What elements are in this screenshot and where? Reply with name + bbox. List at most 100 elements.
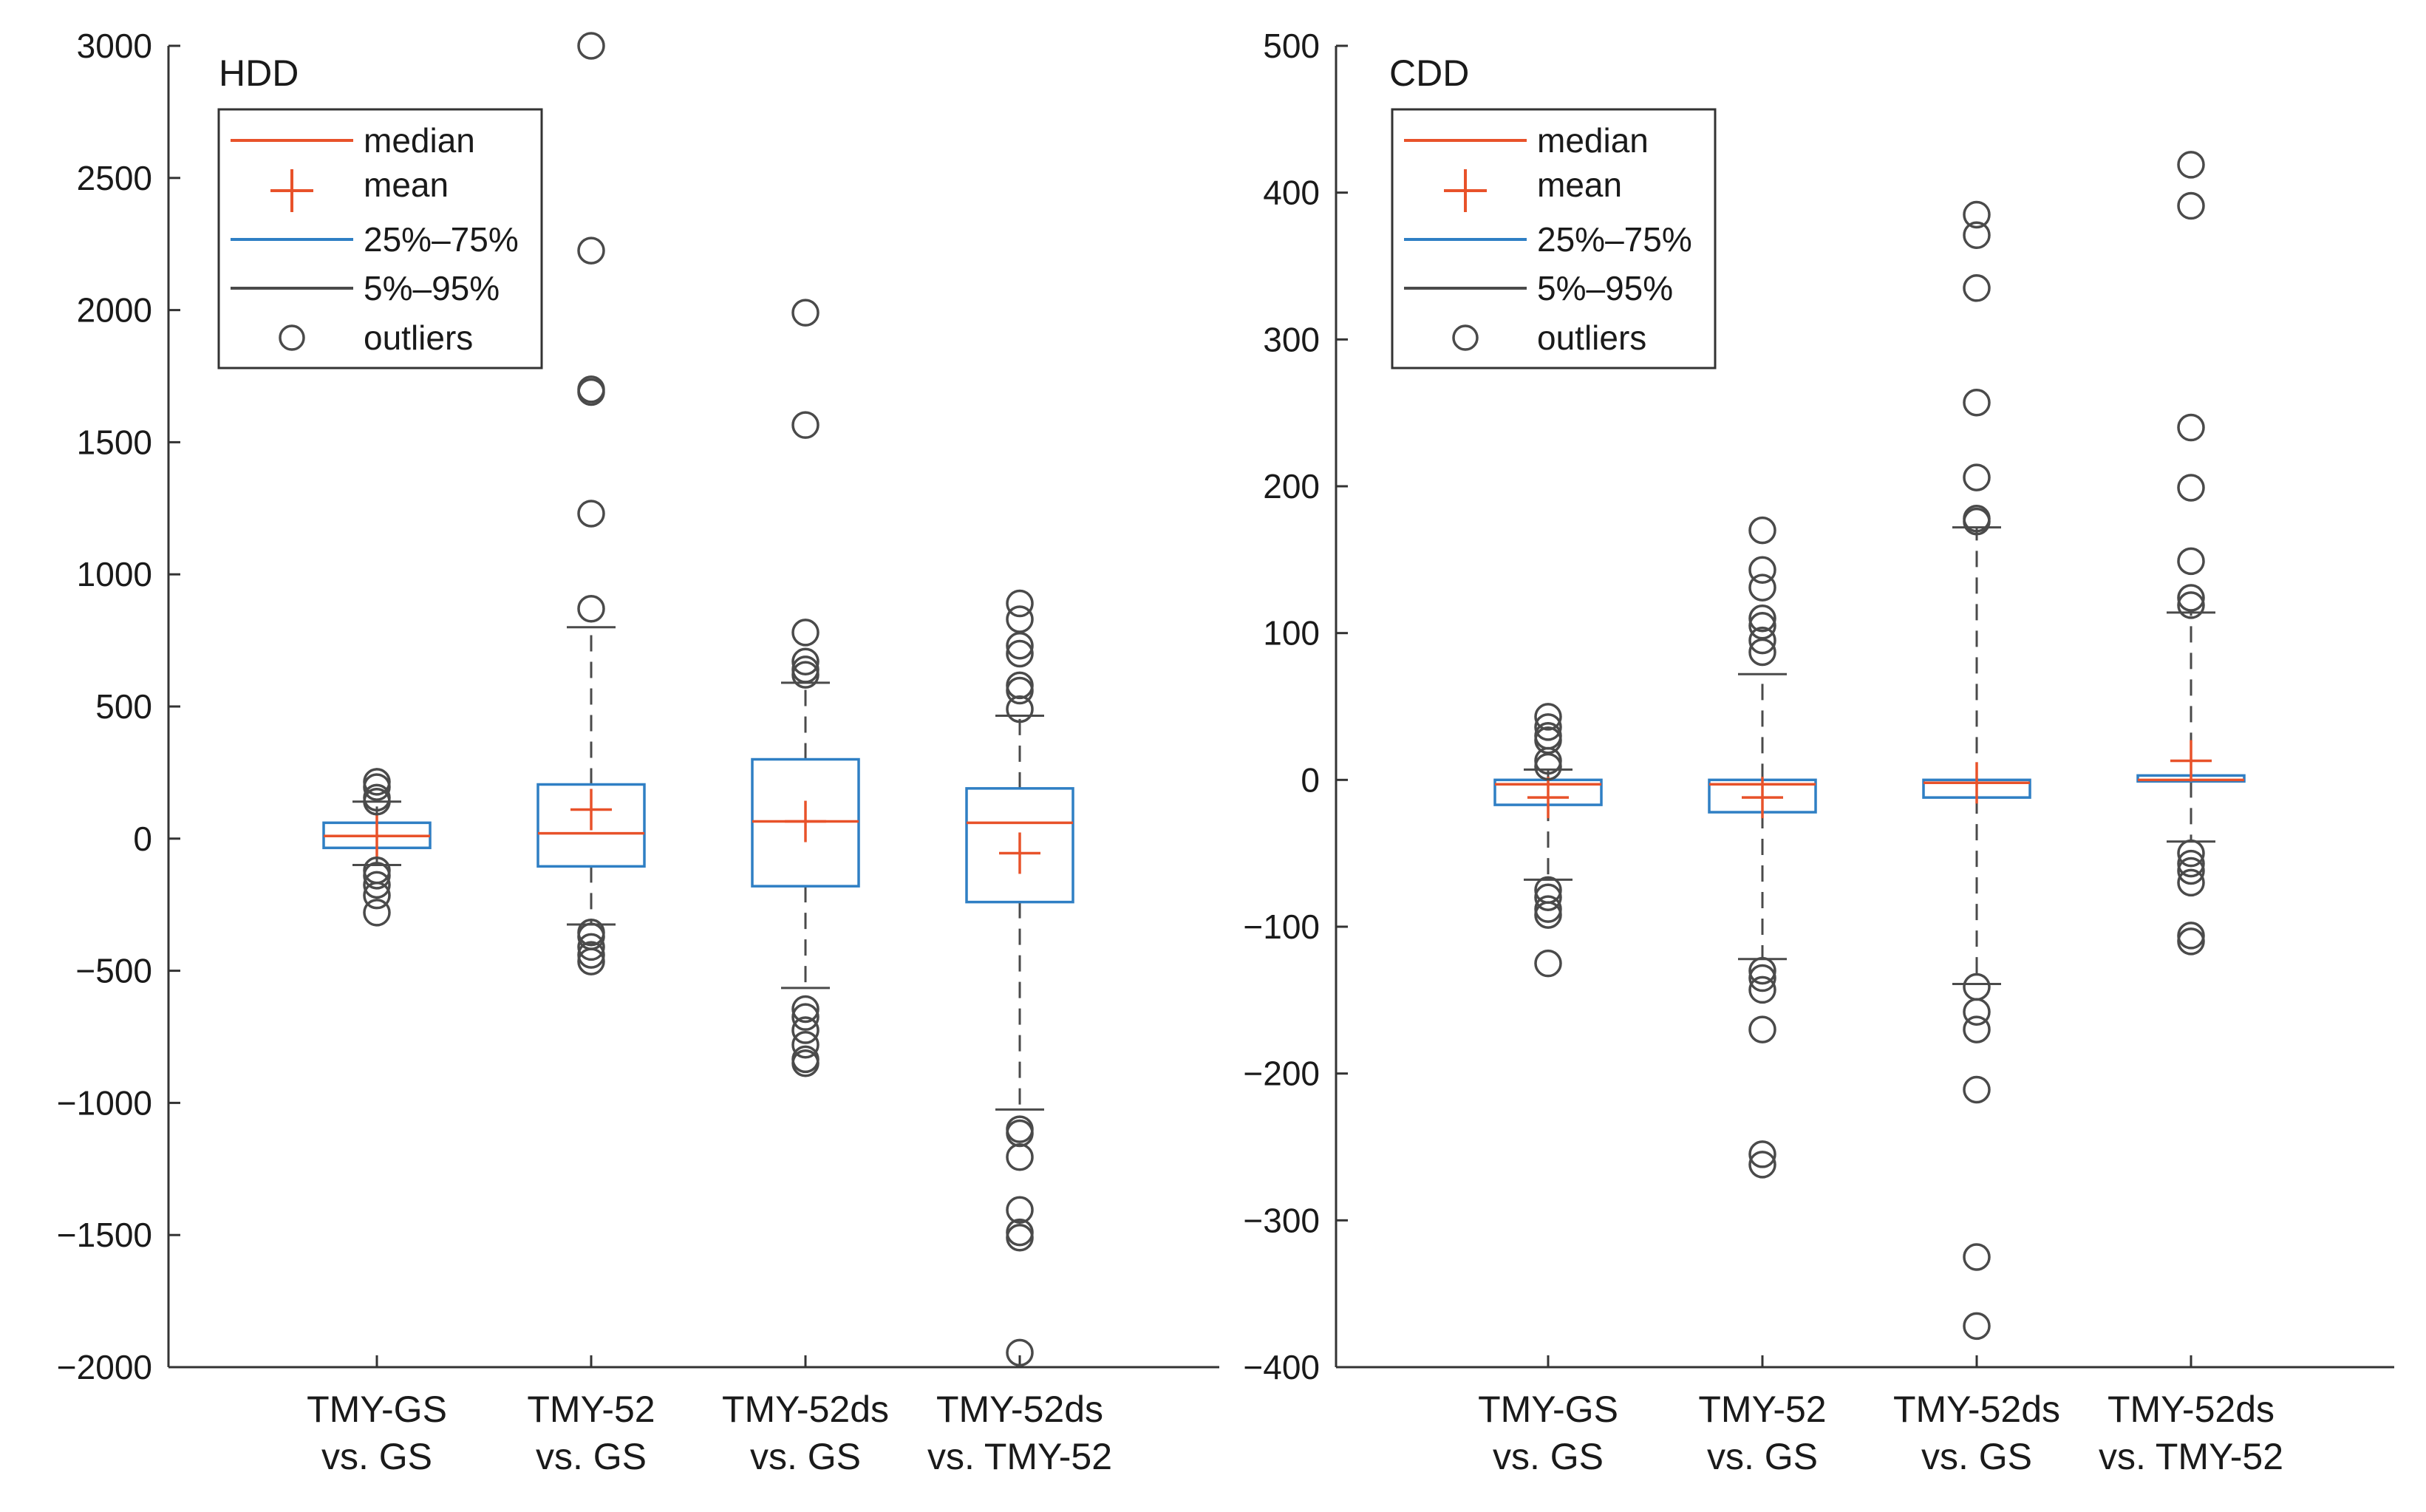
y-tick-label: 1000 bbox=[77, 555, 152, 593]
y-tick-label: 1500 bbox=[77, 423, 152, 461]
x-category-label-line2: vs. GS bbox=[536, 1436, 647, 1477]
legend-mean-label: mean bbox=[1537, 166, 1622, 204]
hdd-panel-title: HDD bbox=[219, 52, 299, 94]
x-category-label-line1: TMY-52 bbox=[1698, 1389, 1826, 1430]
outlier-point bbox=[1534, 895, 1562, 923]
y-tick-label: 500 bbox=[1263, 27, 1320, 65]
y-tick-label: 0 bbox=[1301, 760, 1320, 799]
legend-outliers-label: outliers bbox=[364, 319, 473, 357]
y-tick-label: −500 bbox=[75, 952, 152, 990]
outlier-point bbox=[2177, 922, 2205, 950]
cdd-marks: 500 400 300 200 100 0 −100 −200 −300 −400 TMY-GS vs… bbox=[1243, 27, 2394, 1477]
outlier-point bbox=[2177, 927, 2205, 956]
y-tick-label: −1500 bbox=[57, 1216, 152, 1254]
y-tick-label: 2000 bbox=[77, 291, 152, 330]
outlier-point bbox=[577, 933, 605, 961]
x-category-label-line1: TMY-GS bbox=[307, 1389, 447, 1430]
outlier-point bbox=[1006, 632, 1034, 660]
outlier-point bbox=[791, 1016, 820, 1044]
y-tick-label: 2500 bbox=[77, 159, 152, 197]
outlier-point bbox=[1006, 639, 1034, 668]
cdd-panel-title: CDD bbox=[1389, 52, 1469, 94]
outlier-point bbox=[1748, 605, 1776, 633]
outlier-point bbox=[1534, 752, 1562, 781]
outlier-point bbox=[1534, 703, 1562, 731]
legend-median-label: median bbox=[1537, 121, 1649, 160]
y-tick-label: −2000 bbox=[57, 1348, 152, 1386]
outlier-point bbox=[1748, 573, 1776, 602]
x-category-label-line1: TMY-52ds bbox=[936, 1389, 1103, 1430]
outlier-point bbox=[2177, 591, 2205, 619]
outlier-point bbox=[1963, 1075, 1991, 1104]
outlier-point bbox=[1963, 507, 1991, 536]
outlier-point bbox=[1748, 964, 1776, 992]
outlier-point bbox=[791, 647, 820, 675]
outlier-point bbox=[791, 619, 820, 647]
legend-mean-label: mean bbox=[364, 166, 449, 204]
outlier-point bbox=[1748, 1140, 1776, 1168]
outlier-point bbox=[1006, 695, 1034, 723]
y-tick-label: 3000 bbox=[77, 27, 152, 65]
outlier-point bbox=[577, 500, 605, 528]
outlier-point bbox=[1534, 883, 1562, 912]
x-category-label-line2: vs. TMY-52 bbox=[2099, 1436, 2283, 1477]
y-tick-label: 300 bbox=[1263, 320, 1320, 358]
outlier-point bbox=[791, 1003, 820, 1031]
outlier-point bbox=[791, 411, 820, 439]
outlier-point bbox=[1748, 516, 1776, 545]
outlier-point bbox=[1006, 1224, 1034, 1252]
outlier-point bbox=[1534, 713, 1562, 741]
x-category-label-line2: vs. GS bbox=[321, 1436, 432, 1477]
outlier-point bbox=[791, 995, 820, 1024]
legend-box-label: 25%–75% bbox=[364, 220, 519, 259]
x-category-label-line1: TMY-52ds bbox=[2108, 1389, 2275, 1430]
outlier-point bbox=[1748, 611, 1776, 640]
y-tick-label: 100 bbox=[1263, 614, 1320, 653]
y-tick-label: 400 bbox=[1263, 174, 1320, 212]
outlier-point bbox=[1748, 638, 1776, 667]
cdd-legend: median mean 25%–75% 5%–95% outliers bbox=[1391, 108, 1717, 370]
outlier-point bbox=[1006, 605, 1034, 633]
outlier-point bbox=[363, 881, 391, 910]
outlier-point bbox=[1963, 274, 1991, 302]
outlier-point bbox=[1963, 1312, 1991, 1341]
outlier-point bbox=[577, 941, 605, 969]
outlier-point bbox=[1006, 589, 1034, 618]
x-category-label-line2: vs. GS bbox=[1707, 1436, 1818, 1477]
y-tick-label: 500 bbox=[95, 687, 152, 726]
outlier-point bbox=[1006, 1119, 1034, 1148]
outlier-point bbox=[1748, 626, 1776, 655]
outlier-point bbox=[577, 32, 605, 60]
outlier-point bbox=[1963, 1015, 1991, 1043]
legend-whisker-label: 5%–95% bbox=[1537, 269, 1673, 307]
outlier-point bbox=[577, 594, 605, 623]
outlier-point bbox=[1963, 463, 1991, 491]
hdd-legend: median mean 25%–75% 5%–95% outliers bbox=[217, 108, 543, 370]
y-tick-label: −400 bbox=[1243, 1348, 1320, 1386]
outlier-point bbox=[363, 787, 391, 816]
outlier-point bbox=[1006, 1196, 1034, 1224]
x-category-label-line1: TMY-52ds bbox=[722, 1389, 889, 1430]
x-category-label-line2: vs. GS bbox=[750, 1436, 861, 1477]
outlier-point bbox=[577, 236, 605, 265]
outlier-point bbox=[363, 899, 391, 927]
outlier-point bbox=[2177, 151, 2205, 179]
x-category-label-line1: TMY-52 bbox=[527, 1389, 655, 1430]
outlier-point bbox=[791, 299, 820, 327]
legend-outliers-label: outliers bbox=[1537, 319, 1646, 357]
outlier-point bbox=[1748, 1015, 1776, 1043]
outlier-point bbox=[1748, 556, 1776, 584]
outlier-point bbox=[1963, 389, 1991, 417]
outlier-point bbox=[1006, 671, 1034, 700]
cdd-panel: CDD 500 400 300 200 100 0 −100 −200 −300 −400 TMY-… bbox=[1243, 27, 2394, 1477]
outlier-point bbox=[1006, 1142, 1034, 1171]
x-category-label-line2: vs. GS bbox=[1921, 1436, 2032, 1477]
outlier-point bbox=[577, 378, 605, 406]
outlier-point bbox=[1963, 221, 1991, 250]
outlier-point bbox=[1534, 949, 1562, 978]
outlier-point bbox=[2177, 584, 2205, 612]
outlier-point bbox=[1534, 726, 1562, 755]
outlier-point bbox=[1534, 901, 1562, 929]
y-tick-label: −200 bbox=[1243, 1055, 1320, 1093]
